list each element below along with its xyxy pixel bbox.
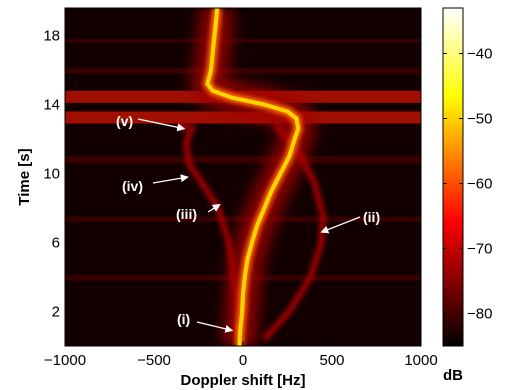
x-tick-label: −500	[137, 352, 171, 369]
y-axis: 2 6 10 14 18	[43, 28, 421, 321]
annotation-arrow	[207, 204, 221, 213]
plot-area	[64, 7, 422, 347]
spectral-band	[65, 68, 421, 74]
colorbar-tick-label: −40	[467, 46, 492, 63]
annotation-arrow	[137, 118, 186, 132]
colorbar-gradient	[442, 7, 464, 347]
annotation-label: (v)	[116, 113, 133, 129]
annotations: (i) (ii) (iii) (iv) (v)	[116, 113, 380, 333]
y-tick-label: 18	[43, 28, 60, 45]
colorbar-tick-label: −80	[467, 306, 492, 323]
colorbar: −40 −50 −60 −70 −80 dB	[442, 7, 492, 384]
x-tick-label: 500	[319, 352, 344, 369]
x-tick-label: 0	[239, 352, 247, 369]
colorbar-tick-label: −70	[467, 241, 492, 258]
annotation-arrow	[196, 321, 234, 333]
colorbar-tick-label: −50	[467, 111, 492, 128]
colorbar-label: dB	[443, 367, 463, 384]
x-axis: −1000 −500 0 500 1000	[44, 8, 438, 369]
y-tick-label: 2	[52, 304, 60, 321]
colorbar-ticks: −40 −50 −60 −70 −80	[443, 46, 492, 323]
echo-trace	[182, 124, 241, 338]
main-doppler-track	[205, 8, 301, 346]
colorbar-tick-label: −60	[467, 176, 492, 193]
spectral-band	[65, 39, 421, 43]
annotation-label: (ii)	[363, 209, 380, 225]
y-tick-label: 6	[52, 235, 60, 252]
x-tick-label: −1000	[44, 352, 86, 369]
spectral-band	[65, 111, 421, 124]
y-tick-label: 10	[43, 166, 60, 183]
spectrogram-heat	[65, 8, 421, 346]
x-axis-title: Doppler shift [Hz]	[181, 372, 306, 389]
annotation-label: (iii)	[176, 206, 197, 222]
spectral-band	[65, 156, 421, 164]
annotation-arrow	[320, 216, 361, 234]
y-tick-label: 14	[43, 97, 60, 114]
x-tick-label: 1000	[404, 352, 437, 369]
annotation-arrow	[152, 174, 189, 184]
annotation-label: (iv)	[122, 178, 143, 194]
annotation-label: (i)	[177, 311, 190, 327]
y-axis-title: Time [s]	[16, 148, 33, 205]
